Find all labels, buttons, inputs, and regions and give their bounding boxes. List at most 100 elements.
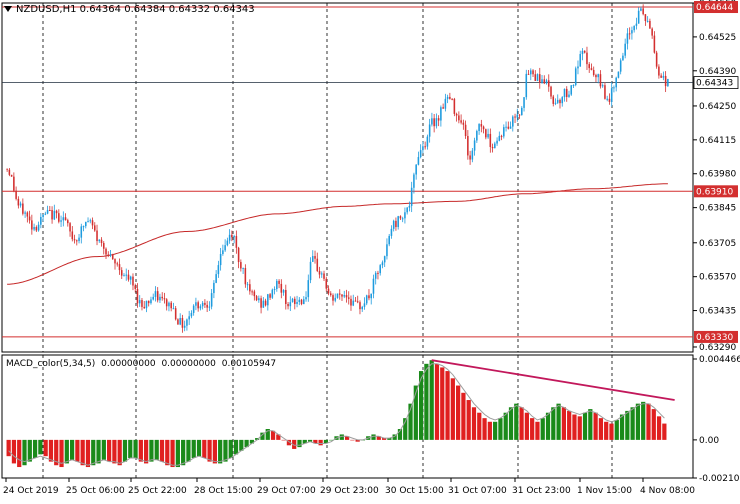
candle-body xyxy=(80,226,83,238)
candle-body xyxy=(388,235,390,245)
candle-body xyxy=(213,282,215,294)
candle-body xyxy=(640,8,642,11)
candle-body xyxy=(147,300,150,304)
macd-bar xyxy=(418,371,424,440)
price-tick-label: 0.63705 xyxy=(699,239,736,249)
candle-body xyxy=(534,74,537,81)
candle-body xyxy=(76,240,78,242)
macd-bar xyxy=(662,423,667,440)
macd-bar xyxy=(297,439,302,448)
candle-body xyxy=(134,285,137,289)
candle-body xyxy=(296,302,298,304)
macd-bar xyxy=(524,412,529,440)
candle-body xyxy=(84,221,87,227)
candle-body xyxy=(152,296,154,300)
candle-body xyxy=(215,274,217,283)
time-axis-label: 24 Oct 2019 xyxy=(3,486,59,496)
candle-body xyxy=(329,293,332,296)
candle-body xyxy=(392,220,395,229)
candle-body xyxy=(271,289,274,298)
candle-body xyxy=(444,98,447,109)
candle-body xyxy=(201,302,204,307)
candle-body xyxy=(111,254,114,260)
candle-body xyxy=(644,14,647,21)
candle-body xyxy=(269,294,271,298)
price-tick-label: 0.64390 xyxy=(699,67,736,77)
macd-bar xyxy=(85,439,91,468)
candle-body xyxy=(408,205,411,208)
candle-body xyxy=(262,300,265,308)
candle-body xyxy=(399,216,402,219)
price-tick-label: 0.63570 xyxy=(699,273,736,283)
candle-body xyxy=(338,293,341,295)
candle-body xyxy=(561,97,564,104)
macd-bar xyxy=(212,439,217,464)
price-tick-label: 0.64250 xyxy=(699,102,736,112)
macd-bar xyxy=(619,414,625,440)
candle-body xyxy=(449,96,451,99)
candle-body xyxy=(300,299,303,305)
candle-body xyxy=(58,213,60,222)
macd-bar xyxy=(149,439,154,462)
current-price-label: 0.64343 xyxy=(696,79,733,89)
current-price-tag xyxy=(693,76,739,89)
candle-body xyxy=(8,169,11,175)
candle-body xyxy=(390,228,393,236)
candle-body xyxy=(523,97,525,108)
macd-bar xyxy=(165,439,170,466)
candle-body xyxy=(118,264,121,271)
macd-bar xyxy=(255,438,260,440)
candle-body xyxy=(442,107,444,109)
candle-body xyxy=(305,297,307,300)
candle-body xyxy=(460,120,462,123)
candle-body xyxy=(658,66,660,76)
candle-body xyxy=(431,118,433,125)
macd-bar xyxy=(154,439,159,460)
macd-bar xyxy=(80,439,85,466)
candle-body xyxy=(592,69,595,75)
candle-body xyxy=(278,280,280,284)
candle-body xyxy=(69,223,71,232)
candle-body xyxy=(415,164,417,175)
macd-bar xyxy=(625,410,630,440)
macd-value-1: 0.00000000 xyxy=(101,359,156,369)
candle-body xyxy=(476,130,478,141)
candle-body xyxy=(37,224,40,231)
candle-body xyxy=(505,126,507,128)
candle-body xyxy=(343,295,346,297)
macd-bar xyxy=(551,407,556,440)
candle-body xyxy=(141,300,143,307)
candle-body xyxy=(67,220,69,224)
candle-body xyxy=(33,227,35,230)
candle-body xyxy=(633,25,635,31)
candle-body xyxy=(120,270,123,276)
macd-bar xyxy=(450,378,455,440)
candle-body xyxy=(572,85,575,87)
candle-body xyxy=(350,298,352,306)
candle-body xyxy=(237,247,240,263)
dropdown-triangle-icon[interactable] xyxy=(4,6,12,12)
candle-body xyxy=(233,236,235,238)
candle-body xyxy=(22,203,24,214)
macd-bar xyxy=(101,439,106,460)
candle-body xyxy=(498,135,501,141)
candle-body xyxy=(240,262,242,269)
candle-body xyxy=(51,210,53,220)
candle-body xyxy=(123,275,125,277)
price-tick-label: 0.63980 xyxy=(699,170,736,180)
candle-body xyxy=(604,85,606,99)
macd-bar xyxy=(582,412,588,440)
macd-bar xyxy=(107,439,112,462)
candle-body xyxy=(98,239,101,242)
candle-body xyxy=(242,268,244,270)
macd-value-2: 0.00000000 xyxy=(161,359,216,369)
macd-bar xyxy=(202,439,207,458)
candle-body xyxy=(494,143,496,149)
macd-tick-label: 0.00 xyxy=(699,436,719,446)
macd-bar xyxy=(323,439,329,444)
macd-bar xyxy=(545,412,551,440)
candle-body xyxy=(424,146,426,148)
candle-body xyxy=(231,234,233,238)
macd-bar xyxy=(138,439,143,462)
